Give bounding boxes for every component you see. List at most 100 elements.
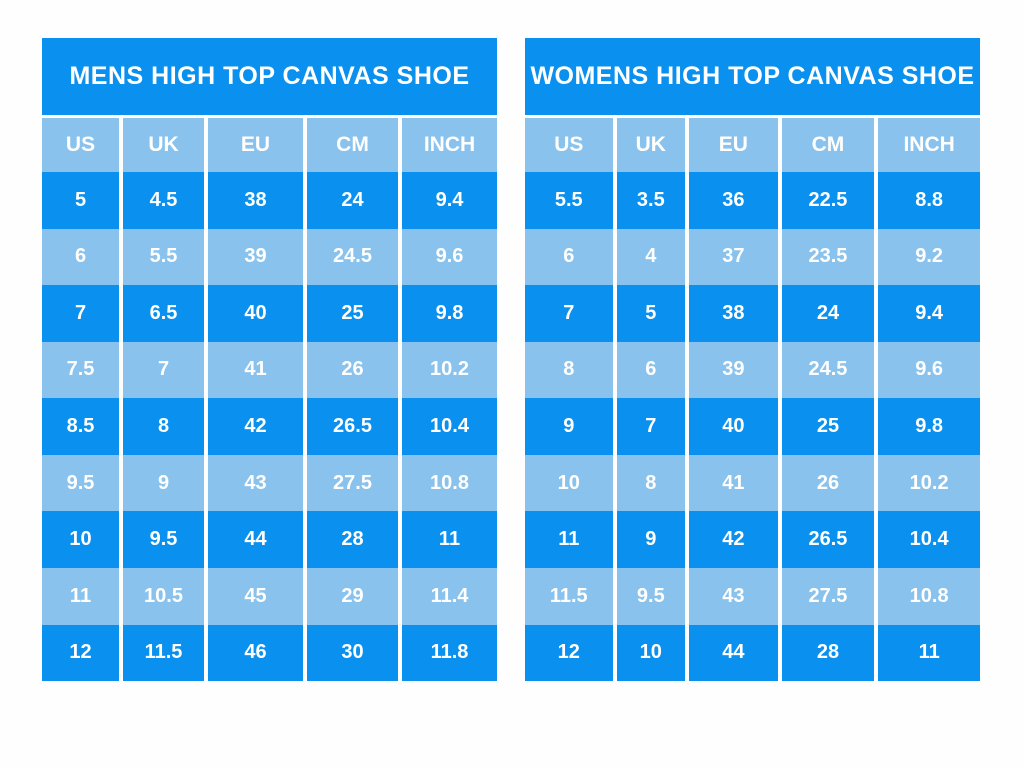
size-cell: 7 [612, 398, 685, 455]
mens-table-title-bar: MENS HIGH TOP CANVAS SHOE [42, 38, 497, 115]
table-row: 12 10 44 28 11 [525, 624, 980, 682]
size-cell: 9.4 [398, 172, 497, 229]
size-cell: 5.5 [554, 188, 583, 211]
table-row: 9 7 40 25 9.8 [525, 398, 980, 455]
table-row: 12 11.5 46 30 11.8 [42, 624, 497, 682]
size-cell: 6 [612, 341, 685, 399]
table-row: 9.5 9 43 27.5 10.8 [42, 454, 497, 512]
table-row: 11 9 42 26.5 10.4 [525, 511, 980, 568]
size-cell: 24 [303, 172, 398, 229]
size-cell: 26 [303, 341, 398, 399]
size-cell: 9.8 [398, 285, 497, 342]
size-cell: 5.5 [119, 228, 204, 286]
size-cell: 12 [557, 641, 580, 664]
size-cell: 10.4 [398, 398, 497, 455]
size-cell: 6 [74, 245, 87, 268]
size-cell: 9.5 [612, 567, 685, 625]
size-cell: 9.6 [398, 228, 497, 286]
column-header-us: US [65, 133, 96, 156]
size-cell: 9 [563, 415, 575, 438]
column-header-us: US [554, 133, 584, 156]
size-cell: 10 [612, 624, 685, 682]
size-cell: 7.5 [66, 358, 95, 381]
column-header-eu: EU [204, 118, 303, 172]
size-cell: 10.8 [398, 454, 497, 512]
size-cell: 12 [69, 641, 92, 664]
size-cell: 10.2 [398, 341, 497, 399]
size-cell: 9.5 [66, 471, 95, 494]
size-cell: 26 [777, 454, 875, 512]
table-row: 8.5 8 42 26.5 10.4 [42, 398, 497, 455]
size-cell: 40 [204, 285, 303, 342]
size-cell: 7 [563, 301, 575, 324]
size-cell: 4.5 [119, 172, 204, 229]
column-header-eu: EU [685, 118, 778, 172]
table-row: 7 5 38 24 9.4 [525, 285, 980, 342]
size-cell: 11 [874, 624, 980, 682]
womens-table-title: WOMENS HIGH TOP CANVAS SHOE [530, 62, 975, 90]
table-row: 10 9.5 44 28 11 [42, 511, 497, 568]
column-header-inch: INCH [874, 118, 980, 172]
size-cell: 8 [612, 454, 685, 512]
size-cell: 46 [204, 624, 303, 682]
table-row: 7 6.5 40 25 9.8 [42, 285, 497, 342]
size-cell: 8 [119, 398, 204, 455]
column-header-uk: UK [119, 118, 204, 172]
size-cell: 26.5 [303, 398, 398, 455]
size-cell: 24.5 [303, 228, 398, 286]
size-cell: 6.5 [119, 285, 204, 342]
size-cell: 42 [685, 511, 778, 568]
size-cell: 6 [563, 245, 575, 268]
column-header-cm: CM [303, 118, 398, 172]
size-cell: 24 [777, 285, 875, 342]
column-header-uk: UK [612, 118, 685, 172]
size-cell: 11.4 [398, 567, 497, 625]
size-cell: 42 [204, 398, 303, 455]
size-cell: 9.6 [874, 341, 980, 399]
mens-table-title: MENS HIGH TOP CANVAS SHOE [69, 62, 470, 90]
size-cell: 11 [69, 584, 92, 607]
size-cell: 29 [303, 567, 398, 625]
size-cell: 9 [119, 454, 204, 512]
size-cell: 37 [685, 228, 778, 286]
size-cell: 44 [685, 624, 778, 682]
size-cell: 10.2 [874, 454, 980, 512]
size-cell: 28 [303, 511, 398, 568]
mens-size-chart-table: MENS HIGH TOP CANVAS SHOE US UK EU CM IN… [42, 38, 497, 682]
womens-table-title-bar: WOMENS HIGH TOP CANVAS SHOE [525, 38, 980, 115]
size-cell: 43 [204, 454, 303, 512]
column-header-cm: CM [777, 118, 875, 172]
womens-table-header-row: US UK EU CM INCH [525, 115, 980, 172]
size-cell: 10 [557, 471, 580, 494]
size-cell: 8.8 [874, 172, 980, 229]
size-cell: 10.4 [874, 511, 980, 568]
size-cell: 44 [204, 511, 303, 568]
size-cell: 41 [685, 454, 778, 512]
size-cell: 9.8 [874, 398, 980, 455]
size-cell: 10.5 [119, 567, 204, 625]
size-cell: 7 [119, 341, 204, 399]
size-cell: 11 [558, 528, 580, 551]
size-cell: 25 [303, 285, 398, 342]
size-cell: 5 [612, 285, 685, 342]
size-cell: 39 [685, 341, 778, 399]
table-row: 5 4.5 38 24 9.4 [42, 172, 497, 229]
size-cell: 9.2 [874, 228, 980, 286]
size-cell: 11.5 [549, 584, 588, 607]
table-row: 6 4 37 23.5 9.2 [525, 228, 980, 286]
table-row: 11.5 9.5 43 27.5 10.8 [525, 567, 980, 625]
size-cell: 4 [612, 228, 685, 286]
size-cell: 10 [69, 528, 92, 551]
size-cell: 40 [685, 398, 778, 455]
table-row: 10 8 41 26 10.2 [525, 454, 980, 512]
table-row: 8 6 39 24.5 9.6 [525, 341, 980, 399]
size-cell: 11.8 [398, 624, 497, 682]
size-cell: 43 [685, 567, 778, 625]
table-row: 6 5.5 39 24.5 9.6 [42, 228, 497, 286]
size-cell: 45 [204, 567, 303, 625]
size-cell: 39 [204, 228, 303, 286]
size-cell: 36 [685, 172, 778, 229]
size-cell: 11 [398, 511, 497, 568]
size-cell: 7 [74, 301, 87, 324]
womens-size-chart-table: WOMENS HIGH TOP CANVAS SHOE US UK EU CM … [525, 38, 980, 682]
